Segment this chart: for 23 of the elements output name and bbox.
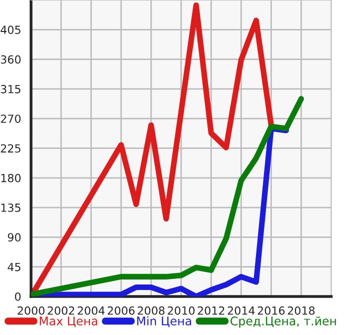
y-tick-label: 135: [1, 204, 20, 212]
x-tick-label: 2004: [78, 306, 105, 315]
y-tick-label: 225: [0, 144, 20, 153]
y-tick-label: 180: [1, 174, 21, 182]
legend-label: Max Цена: [40, 316, 98, 328]
x-tick-label: 2012: [198, 306, 224, 315]
y-tick-label: 0: [14, 292, 21, 301]
y-tick-label: 270: [0, 114, 21, 123]
x-tick-label: 2002: [48, 306, 74, 315]
x-tick-label: 2010: [168, 306, 195, 315]
y-tick-label: 45: [8, 262, 20, 272]
y-tick-label: 315: [0, 84, 20, 94]
x-tick-label: 2008: [138, 306, 164, 315]
x-tick-label: 2006: [108, 306, 135, 315]
x-tick-label: 2014: [228, 306, 255, 315]
y-tick-label: 90: [8, 233, 21, 242]
legend-label: Сред.Цена, т.йен: [230, 316, 336, 328]
legend-label: Min Цена: [137, 316, 192, 328]
y-tick-label: 360: [0, 55, 21, 64]
y-tick-label: 405: [0, 26, 20, 34]
x-tick-label: 2000: [18, 306, 44, 315]
x-tick-label: 2016: [258, 306, 285, 315]
x-tick-label: 2018: [288, 306, 315, 315]
